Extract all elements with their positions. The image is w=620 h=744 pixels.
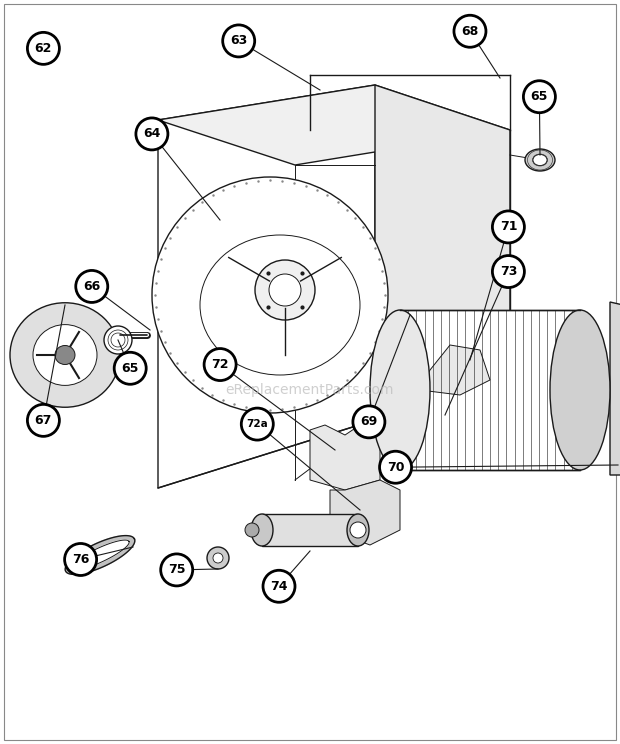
Ellipse shape [550,310,610,470]
Circle shape [492,255,525,288]
Polygon shape [310,425,380,490]
Circle shape [241,408,273,440]
Ellipse shape [10,303,120,407]
Text: 69: 69 [360,415,378,429]
Text: 62: 62 [35,42,52,55]
Bar [400,310,580,470]
Text: 70: 70 [387,461,404,474]
Ellipse shape [347,514,369,546]
Circle shape [114,352,146,385]
Polygon shape [158,85,375,488]
Circle shape [350,522,366,538]
Ellipse shape [251,514,273,546]
Circle shape [27,32,60,65]
Circle shape [454,15,486,48]
Polygon shape [420,345,490,395]
Text: 76: 76 [72,553,89,566]
Circle shape [136,118,168,150]
Bar [262,514,358,546]
Text: 63: 63 [230,34,247,48]
Text: 65: 65 [531,90,548,103]
Circle shape [269,274,301,306]
Text: 72: 72 [211,358,229,371]
Circle shape [76,270,108,303]
Ellipse shape [33,324,97,385]
Text: 75: 75 [168,563,185,577]
Text: 65: 65 [122,362,139,375]
Circle shape [27,404,60,437]
Circle shape [379,451,412,484]
Ellipse shape [525,149,555,171]
Circle shape [204,348,236,381]
Polygon shape [71,540,129,570]
Polygon shape [375,85,510,420]
Circle shape [64,543,97,576]
Circle shape [161,554,193,586]
Polygon shape [330,480,400,545]
Text: 73: 73 [500,265,517,278]
Ellipse shape [533,155,547,165]
Circle shape [104,326,132,354]
Polygon shape [610,302,620,475]
Text: 66: 66 [83,280,100,293]
Text: 68: 68 [461,25,479,38]
Text: eReplacementParts.com: eReplacementParts.com [226,383,394,397]
Polygon shape [65,536,135,574]
Text: 74: 74 [270,580,288,593]
Circle shape [223,25,255,57]
Circle shape [263,570,295,603]
Text: 72a: 72a [246,419,268,429]
Circle shape [213,553,223,563]
Circle shape [207,547,229,569]
Circle shape [492,211,525,243]
Ellipse shape [370,310,430,470]
Text: 67: 67 [35,414,52,427]
Circle shape [353,405,385,438]
Ellipse shape [55,345,75,365]
Circle shape [255,260,315,320]
Circle shape [245,523,259,537]
Circle shape [152,177,388,413]
Text: 71: 71 [500,220,517,234]
Text: 64: 64 [143,127,161,141]
Polygon shape [158,85,510,165]
Circle shape [523,80,556,113]
